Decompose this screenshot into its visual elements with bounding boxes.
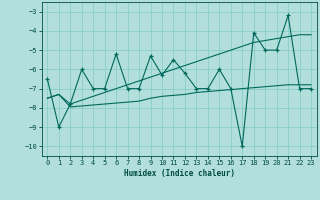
X-axis label: Humidex (Indice chaleur): Humidex (Indice chaleur)	[124, 169, 235, 178]
